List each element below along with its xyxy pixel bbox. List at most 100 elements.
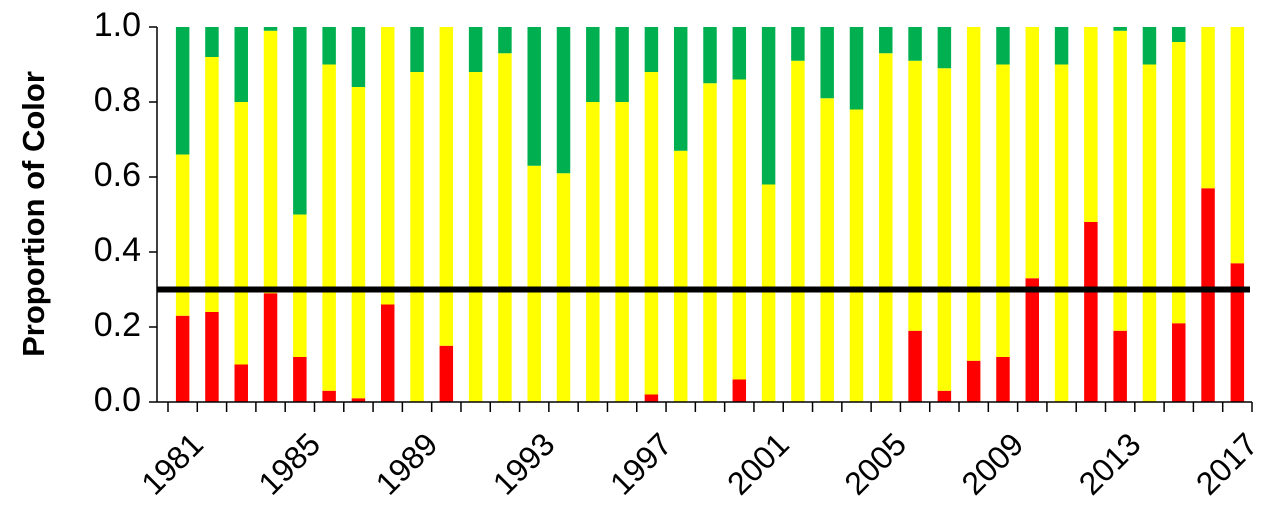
bar-segment [498,53,512,402]
bar-segment [908,330,922,402]
bar-segment [937,27,952,69]
bar-segment [673,27,688,151]
y-tick-label: 0.6 [94,156,141,194]
bar-segment [761,27,776,185]
x-tick-label: 1989 [369,426,445,502]
x-tick-label: 2005 [837,426,913,502]
bar-segment [293,214,307,357]
bar-segment [1025,27,1040,279]
bar-segment [263,293,278,402]
bar-segment [1113,330,1127,402]
y-tick-label: 0.2 [94,306,141,344]
bar-segment [527,165,541,402]
bar-segment [351,87,366,399]
bar-segment [468,27,483,72]
bar-segment [234,364,248,402]
bar-segment [644,72,659,395]
bar-segment [1230,263,1245,402]
bar-segment [1113,30,1127,331]
bar-segment [849,109,864,402]
bar-segment [205,27,219,57]
bar-segment [1084,27,1098,222]
bar-segment [908,27,922,61]
bar-segment [1142,27,1157,65]
x-tick-label: 2013 [1072,426,1148,502]
bar-segment [263,27,278,31]
bar-segment [1172,27,1186,42]
bar-segment [527,27,541,166]
bar-segment [380,27,395,305]
bar-segment [351,398,366,402]
bar-segment [996,27,1010,65]
bar-segment [1025,278,1040,402]
x-tick-label: 2017 [1189,426,1264,502]
bar-segment [703,83,717,402]
bar-segment [879,27,893,54]
bar-segment [791,60,805,402]
bar-segment [351,27,366,87]
bar-segment [937,390,952,402]
bar-segment [586,102,600,402]
y-tick-label: 0.0 [94,381,141,419]
bar-segment [673,150,688,402]
bar-segment [1054,64,1069,402]
bar-segment [468,72,483,402]
x-tick-label: 1985 [251,426,327,502]
bar-segment [996,64,1010,357]
x-tick-label: 1993 [486,426,562,502]
y-tick-label: 0.8 [94,81,141,119]
bar-segment [1142,64,1157,402]
bar-segment [1113,27,1127,31]
bar-segment [175,154,190,316]
bar-segment [996,357,1010,402]
bar-segment [1230,27,1245,264]
bar-segment [175,27,190,155]
bar-segment [498,27,512,54]
bar-segment [293,27,307,215]
bar-segment [966,360,981,402]
bar-segment [1084,222,1098,402]
bar-segment [439,27,454,346]
bar-segment [761,184,776,402]
bar-segment [644,27,659,72]
y-axis-label: Proportion of Color [16,71,51,357]
bar-segment [820,98,834,402]
bar-segment [1172,42,1186,324]
bar-segment [293,357,307,402]
y-tick-label: 0.4 [94,231,141,269]
bar-segment [791,27,805,61]
bar-segment [703,27,717,84]
bar-segment [615,27,629,102]
bar-segment [234,102,248,365]
x-tick-label: 2009 [955,426,1031,502]
bar-segment [1172,323,1186,402]
bar-segment [937,68,952,391]
bar-segment [205,57,219,312]
x-tick-label: 1997 [603,426,679,502]
bar-segment [615,102,629,402]
bar-segment [586,27,600,102]
bar-segment [556,27,571,174]
bar-segment [732,79,747,380]
bar-segment [1201,188,1215,402]
bar-segment [322,27,336,65]
bar-segment [234,27,248,102]
bar-segment [410,27,424,72]
bar-segment [732,379,747,402]
x-tick-label: 1981 [134,426,210,502]
bar-segment [380,304,395,402]
bar-segment [732,27,747,80]
bar-segment [263,30,278,294]
bar-segment [644,394,659,402]
bar-segment [908,60,922,331]
bar-segment [1201,27,1215,189]
bar-segment [410,72,424,402]
y-tick-label: 1.0 [94,6,141,44]
bar-segment [322,390,336,402]
x-tick-label: 2001 [720,426,796,502]
bar-segment [849,27,864,110]
bar-segment [820,27,834,99]
bar-segment [966,27,981,361]
